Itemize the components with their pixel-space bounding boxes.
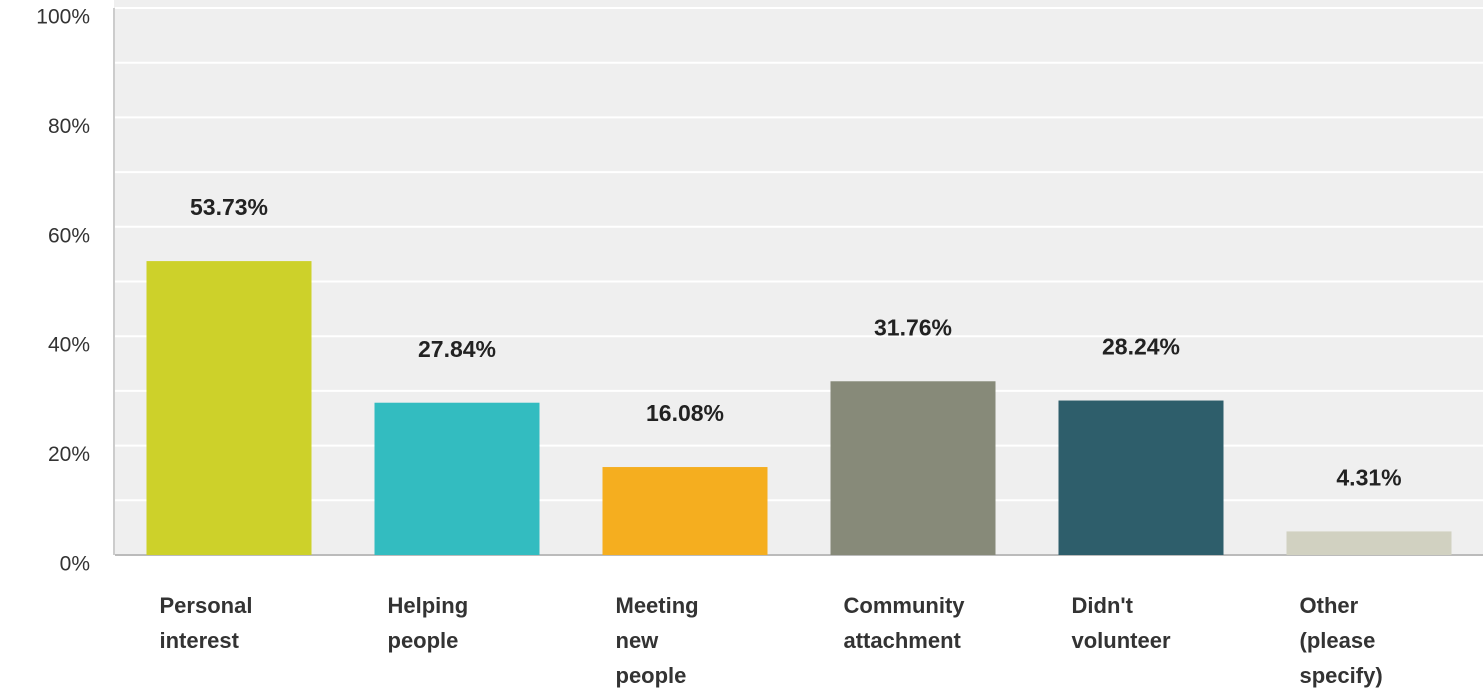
x-tick-label: Didn't volunteer [1072,593,1171,653]
value-label: 16.08% [646,400,724,426]
y-tick-label: 0% [60,553,90,576]
value-label: 28.24% [1102,334,1180,360]
y-tick-label: 100% [36,6,90,29]
plot-background [114,0,1483,555]
x-tick-label: Other (please specify) [1300,593,1383,688]
x-tick-label: Personal interest [160,593,253,653]
y-tick-label: 40% [48,334,90,357]
bar [1286,531,1452,555]
value-label: 53.73% [190,194,268,220]
x-tick-label: Meeting new people [616,593,699,688]
bar [1058,400,1224,555]
value-label: 4.31% [1336,465,1401,491]
value-label: 27.84% [418,336,496,362]
bar [830,381,996,555]
bar [602,467,768,555]
value-label: 31.76% [874,314,952,340]
y-tick-label: 20% [48,443,90,466]
bar [146,261,312,555]
x-tick-label: Helping people [388,593,469,653]
x-tick-label: Community attachment [844,593,966,653]
bar [374,402,540,555]
y-tick-label: 60% [48,224,90,247]
y-tick-label: 80% [48,115,90,138]
